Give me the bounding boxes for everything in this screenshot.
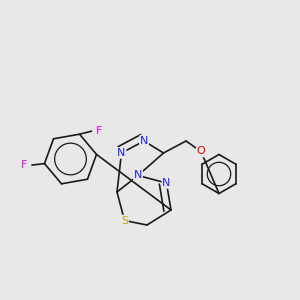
Text: S: S (121, 215, 128, 226)
Text: N: N (134, 170, 142, 181)
Text: O: O (196, 146, 206, 157)
Text: N: N (162, 178, 171, 188)
Text: N: N (140, 136, 148, 146)
Text: F: F (96, 126, 102, 136)
Text: F: F (21, 160, 28, 170)
Text: N: N (117, 148, 126, 158)
